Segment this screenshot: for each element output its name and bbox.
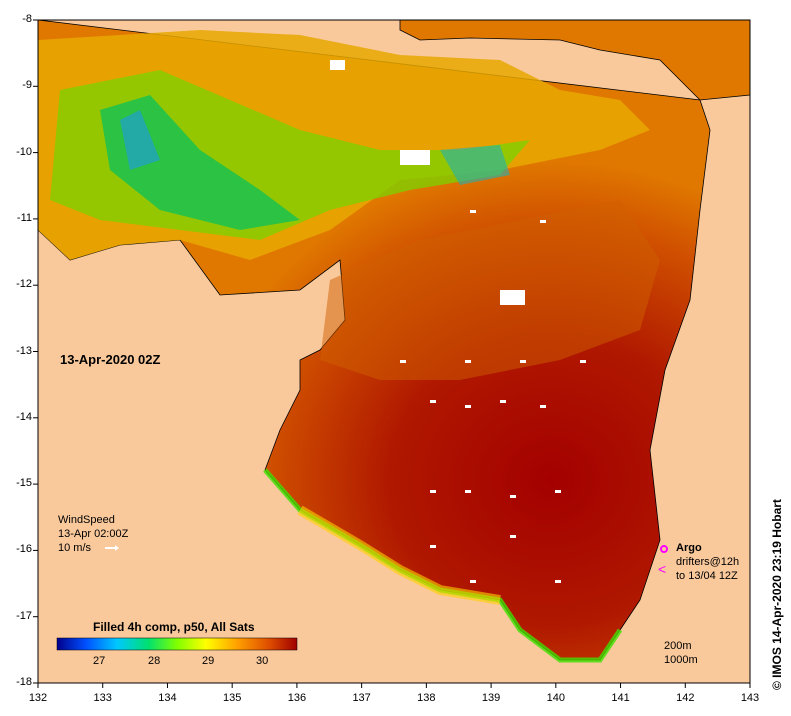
y-tick-label: -10 [16,145,32,158]
contour-200m: 200m [664,640,692,652]
contour-1000m: 1000m [664,654,698,666]
x-tick-label: 136 [287,692,307,704]
x-tick-label: 139 [481,692,501,704]
x-tick-label: 141 [611,692,630,704]
drifter-marker: < [658,561,666,577]
y-tick-label: -14 [16,410,32,423]
x-tick-label: 142 [676,692,695,704]
argo-until: to 13/04 12Z [676,570,738,582]
colorbar-tick: 30 [256,655,269,667]
x-tick-label: 133 [93,692,112,704]
x-tick-label: 134 [158,692,177,704]
x-tick-label: 135 [222,692,242,704]
y-tick-label: -18 [16,676,32,688]
wind-scale: 10 m/s [58,542,92,554]
y-tick-label: -15 [16,477,32,490]
wind-arrows [400,210,586,583]
y-tick-label: -12 [16,278,32,291]
y-tick-label: -8 [22,13,32,25]
y-tick-label: -9 [22,79,32,92]
argo-drifters: drifters@12h [676,556,740,568]
date-label: 13-Apr-2020 02Z [60,352,161,367]
argo-marker [660,545,668,553]
y-tick-label: -13 [16,344,32,357]
x-tick-label: 138 [417,692,436,704]
x-tick-label: 132 [28,692,48,704]
wind-title: WindSpeed [58,514,115,526]
x-tick-label: 137 [352,692,371,704]
credit-text: © IMOS 14-Apr-2020 23:19 Hobart [770,499,784,690]
x-tick-label: 140 [546,692,565,704]
colorbar-tick: 28 [148,655,161,667]
y-tick-label: -16 [16,543,32,556]
x-tick-label: 143 [740,692,760,704]
colorbar-tick: 29 [202,655,215,667]
argo-title: Argo [676,542,702,554]
wind-time: 13-Apr 02:00Z [58,528,129,540]
colorbar [56,637,298,651]
y-tick-label: -11 [16,211,32,224]
colorbar-title: Filled 4h comp, p50, All Sats [93,620,255,634]
y-tick-label: -17 [16,609,32,622]
colorbar-tick: 27 [93,655,106,667]
